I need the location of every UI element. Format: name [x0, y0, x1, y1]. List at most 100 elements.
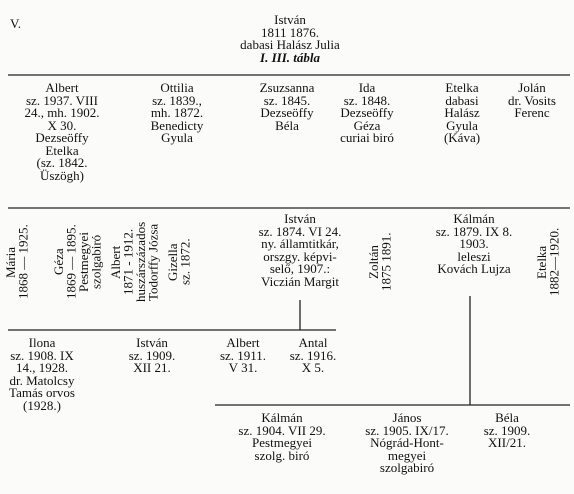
- text-line: leleszi: [457, 248, 491, 264]
- text-line: Benedicty: [150, 117, 204, 133]
- text-line: sz. 1905. IX/17.: [365, 422, 449, 438]
- person: Etelka 1882—1920.: [533, 216, 563, 308]
- text-line: 1868 — 1925.: [15, 224, 30, 300]
- text-line: sz. 1874. VI 24.: [258, 223, 342, 239]
- text-line: (sz. 1842.: [36, 155, 88, 170]
- person: Jolán dr. Vosits Ferenc: [492, 80, 572, 120]
- text-line: Kálmán: [261, 410, 303, 425]
- person: János sz. 1905. IX/17. Nógrád-Hont-megyei s…: [347, 410, 467, 475]
- text-line: Üszögh): [39, 167, 85, 183]
- text-line: Ottilia: [160, 80, 194, 95]
- text-line: sz. 1845.: [263, 92, 311, 108]
- text-line: dabasi Halász Julia: [240, 37, 340, 52]
- text-line: megyei: [387, 447, 427, 463]
- person: Béla sz. 1909. XII/21.: [467, 411, 547, 450]
- text-line: István: [274, 12, 306, 27]
- text-line: sz. 1848.: [343, 92, 391, 108]
- text-line: Gyula: [446, 117, 478, 133]
- text-line: 14., 1928.: [16, 360, 68, 375]
- rotated-block: Etelka 1882—1920.: [534, 216, 562, 308]
- text-line: sz. 1872.: [177, 238, 192, 286]
- text-line: X 30.: [47, 117, 77, 133]
- text-line: sz. 1839.,: [152, 92, 202, 108]
- text-line: Viczián Margit: [260, 273, 340, 289]
- person: Zoltán 1875 1891.: [365, 216, 395, 308]
- person: Kálmán sz. 1904. VII 29. Pestmegyei szolg. …: [222, 410, 342, 463]
- text-line: sz. 1904. VII 29.: [238, 422, 326, 438]
- person: Gizella sz. 1872.: [164, 216, 194, 308]
- text-line: Albert: [45, 80, 79, 95]
- text-line: sz. 1937. VIII: [26, 92, 98, 108]
- text-line: Ferenc: [514, 105, 550, 120]
- text-line: Jolán: [518, 80, 546, 95]
- rotated-block: Albert 1871 - 1912. huszárszázados Todorffy…: [108, 216, 161, 308]
- text-line: sz. 1909.: [483, 422, 531, 438]
- person: Albert sz. 1911. V 31.: [203, 335, 283, 375]
- person: István sz. 1874. VI 24. ny. államtitkár, or…: [235, 212, 365, 289]
- text-line: XII 21.: [133, 360, 171, 375]
- rotated-block: Géza 1869 — 1895. Pestmegyei szolgabiró: [51, 216, 104, 308]
- text-line: orszgy. képvi-: [263, 248, 337, 264]
- text-line: selő, 1907.:: [269, 261, 331, 276]
- text-line: Zsuzsanna: [259, 80, 315, 95]
- person: Mária 1868 — 1925.: [0, 216, 34, 308]
- text-line: sz. 1909.: [128, 347, 176, 363]
- text-line: Kovách Lujza: [437, 261, 511, 276]
- text-line: János: [392, 410, 422, 425]
- text-line: Gyula: [161, 130, 193, 145]
- text-line: (Káva): [443, 130, 481, 145]
- person: Albert 1871 - 1912. huszárszázados Todorffy…: [107, 216, 163, 308]
- text-line: sz. 1908. IX: [10, 347, 74, 363]
- text-line: (1928.): [23, 397, 61, 413]
- text-line: 1811 1876.: [260, 24, 320, 40]
- text-line: XII/21.: [488, 435, 526, 450]
- text-line: dr. Vosits: [508, 92, 556, 108]
- text-line: sz. 1916.: [289, 347, 337, 363]
- text-line: dabasi: [445, 92, 479, 108]
- rotated-block: Mária 1868 — 1925.: [3, 216, 31, 308]
- person: István 1811 1876. dabasi Halász Julia I. II…: [190, 12, 390, 65]
- person: Albert sz. 1937. VIII 24., mh. 1902. X 30. D…: [7, 80, 117, 183]
- text-line: Ida: [358, 80, 376, 95]
- text-line: szolg. biró: [254, 447, 310, 463]
- text-line: sz. 1879. IX 8.: [435, 223, 513, 239]
- person: Antal sz. 1916. X 5.: [278, 335, 348, 375]
- text-line: Albert: [226, 335, 260, 350]
- text-line: 1903.: [459, 236, 489, 251]
- person: Kálmán sz. 1879. IX 8. 1903. leleszi Kovách …: [419, 211, 529, 276]
- person: Géza 1869 — 1895. Pestmegyei szolgabiró: [51, 216, 104, 308]
- text-line: Ilona: [28, 335, 56, 350]
- text-line: Antal: [298, 335, 328, 350]
- rotated-block: Gizella sz. 1872.: [165, 216, 193, 308]
- person: István sz. 1909. XII 21.: [112, 336, 192, 375]
- text-line: Dezseöffy: [260, 105, 314, 120]
- rotated-block: Zoltán 1875 1891.: [366, 216, 394, 308]
- text-line: Pestmegyei: [252, 435, 312, 450]
- text-line: 1875 1891.: [378, 232, 393, 292]
- text-line: V 31.: [228, 360, 258, 375]
- text-line: sz. 1911.: [219, 347, 267, 363]
- text-line: Etelka: [445, 80, 479, 95]
- person: Etelka dabasi Halász Gyula (Káva): [412, 80, 512, 145]
- text-line: Tamás orvos: [9, 385, 75, 400]
- person: Ilona sz. 1908. IX 14., 1928. dr. Matolcsy T…: [0, 335, 87, 413]
- text-line: Béla: [275, 117, 299, 133]
- text-line: Géza: [353, 117, 381, 133]
- text-line: szolgabiró: [88, 234, 104, 290]
- person: Ottilia sz. 1839., mh. 1872. Benedicty Gyula: [127, 80, 227, 145]
- text-line: ny. államtitkár,: [261, 236, 339, 251]
- text-line: mh. 1872.: [150, 105, 204, 120]
- text-line: Nógrád-Hont-: [370, 435, 444, 450]
- text-line: I. III. tábla: [260, 49, 320, 65]
- text-line: Halász: [444, 105, 480, 120]
- text-line: Dezseöffy: [35, 130, 89, 145]
- text-line: Todorffy Józsa: [145, 223, 161, 301]
- text-line: Kálmán: [453, 211, 495, 226]
- text-line: 1882—1920.: [546, 227, 561, 297]
- person: Ida sz. 1848. Dezseöffy Géza curiai biró: [317, 80, 417, 145]
- text-line: curiai biró: [340, 130, 394, 145]
- text-line: Etelka: [45, 142, 79, 158]
- text-line: dr. Matolcsy: [9, 372, 75, 388]
